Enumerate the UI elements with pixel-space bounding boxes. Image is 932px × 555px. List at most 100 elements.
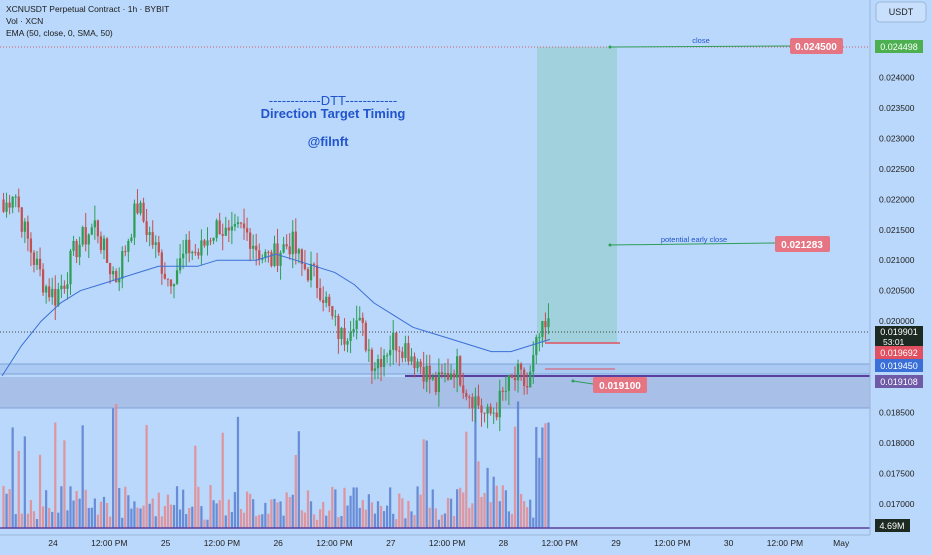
price-axis[interactable]: [870, 0, 932, 550]
candle-body: [544, 321, 547, 328]
candle-body: [5, 202, 8, 212]
volume-bar: [322, 501, 325, 528]
volume-bar: [178, 509, 182, 528]
volume-bar: [291, 494, 294, 528]
volume-bar: [84, 489, 87, 528]
candle-body: [516, 363, 520, 381]
candle-body: [306, 269, 310, 281]
volume-bar: [127, 495, 130, 528]
volume-bar: [382, 511, 386, 528]
candle-body: [191, 251, 194, 254]
close-text: close: [692, 36, 710, 45]
volume-bar: [45, 490, 48, 528]
candle-body: [258, 250, 261, 260]
volume-bar: [492, 476, 495, 528]
volume-bar: [462, 492, 465, 528]
volume-bar: [452, 515, 456, 528]
volume-bar: [35, 519, 39, 528]
candle-body: [11, 196, 14, 208]
price-tick-label: 0.017500: [879, 468, 915, 478]
volume-bar: [516, 401, 520, 528]
volume-bar: [367, 494, 370, 528]
volume-bar: [410, 511, 413, 528]
ema-legend: EMA (50, close, 0, SMA, 50): [6, 28, 113, 38]
price-tick-label: 0.021000: [879, 255, 915, 265]
time-tick-label: 12:00 PM: [316, 538, 352, 548]
volume-bar: [315, 519, 319, 528]
price-tick-label: 0.022500: [879, 164, 915, 174]
candle-body: [29, 238, 33, 253]
candle-body: [178, 258, 182, 271]
volume-bar: [264, 502, 267, 528]
time-axis[interactable]: [0, 535, 870, 550]
volume-bar: [57, 512, 60, 528]
candle-body: [507, 375, 511, 391]
volume-bar: [90, 507, 93, 528]
candle-body: [218, 220, 221, 235]
early-close-connector: [609, 242, 776, 246]
candle-body: [291, 231, 294, 255]
target-zone[interactable]: [537, 47, 617, 343]
candle-body: [60, 285, 63, 290]
early-close-price-badge[interactable]: [775, 236, 830, 252]
candle-body: [14, 196, 17, 198]
candle-body: [203, 240, 206, 246]
candle-body: [495, 412, 498, 418]
volume-bar: [2, 485, 5, 528]
volume-bar: [54, 422, 57, 528]
handle-label: @filnft: [308, 134, 349, 149]
candle-body: [32, 252, 36, 265]
volume-bar: [431, 489, 434, 528]
candle-body: [337, 316, 340, 339]
volume-bar: [11, 427, 14, 528]
candle-body: [63, 285, 66, 289]
price-pane[interactable]: [0, 0, 870, 535]
candle-body: [200, 240, 203, 256]
volume-bar: [185, 514, 188, 528]
volume-bar: [398, 493, 401, 528]
volume-bar: [182, 489, 185, 528]
candle-body: [93, 220, 96, 228]
close-price-badge[interactable]: [790, 38, 843, 54]
candle-body: [425, 365, 428, 382]
price-tick-label: 0.021500: [879, 225, 915, 235]
candle-body: [297, 249, 300, 254]
candle-body: [133, 203, 136, 238]
candle-body: [206, 240, 209, 246]
ema-line: [1, 253, 551, 377]
candle-body: [456, 356, 459, 378]
volume-bar: [419, 494, 422, 528]
candle-body: [175, 270, 179, 284]
candle-body: [148, 232, 151, 235]
time-tick-label: 30: [724, 538, 734, 548]
candle-body: [139, 202, 142, 214]
candle-body: [75, 240, 78, 258]
candle-body: [364, 322, 367, 351]
candle-body: [81, 227, 84, 245]
volume-bar: [188, 507, 191, 528]
candle-body: [309, 263, 313, 281]
volume-bar: [148, 503, 151, 528]
volume-bar: [157, 492, 160, 528]
volume-bar: [364, 509, 367, 528]
volume-bar: [349, 495, 352, 528]
candle-body: [513, 377, 517, 381]
volume-bar: [483, 493, 486, 528]
candle-body: [267, 251, 270, 253]
candle-body: [212, 237, 215, 241]
candle-body: [48, 286, 51, 298]
candle-body: [245, 228, 249, 233]
volume-bar: [130, 508, 133, 528]
candle-body: [230, 226, 233, 231]
stop-price-badge[interactable]: [593, 377, 647, 393]
candle-body: [477, 396, 480, 406]
candle-body: [294, 231, 297, 254]
candle-body: [303, 264, 307, 270]
volume-bar: [489, 502, 492, 528]
currency-button[interactable]: [875, 1, 927, 23]
volume-bar: [270, 499, 273, 528]
volume-bar: [14, 514, 17, 528]
volume-bar: [407, 500, 410, 528]
